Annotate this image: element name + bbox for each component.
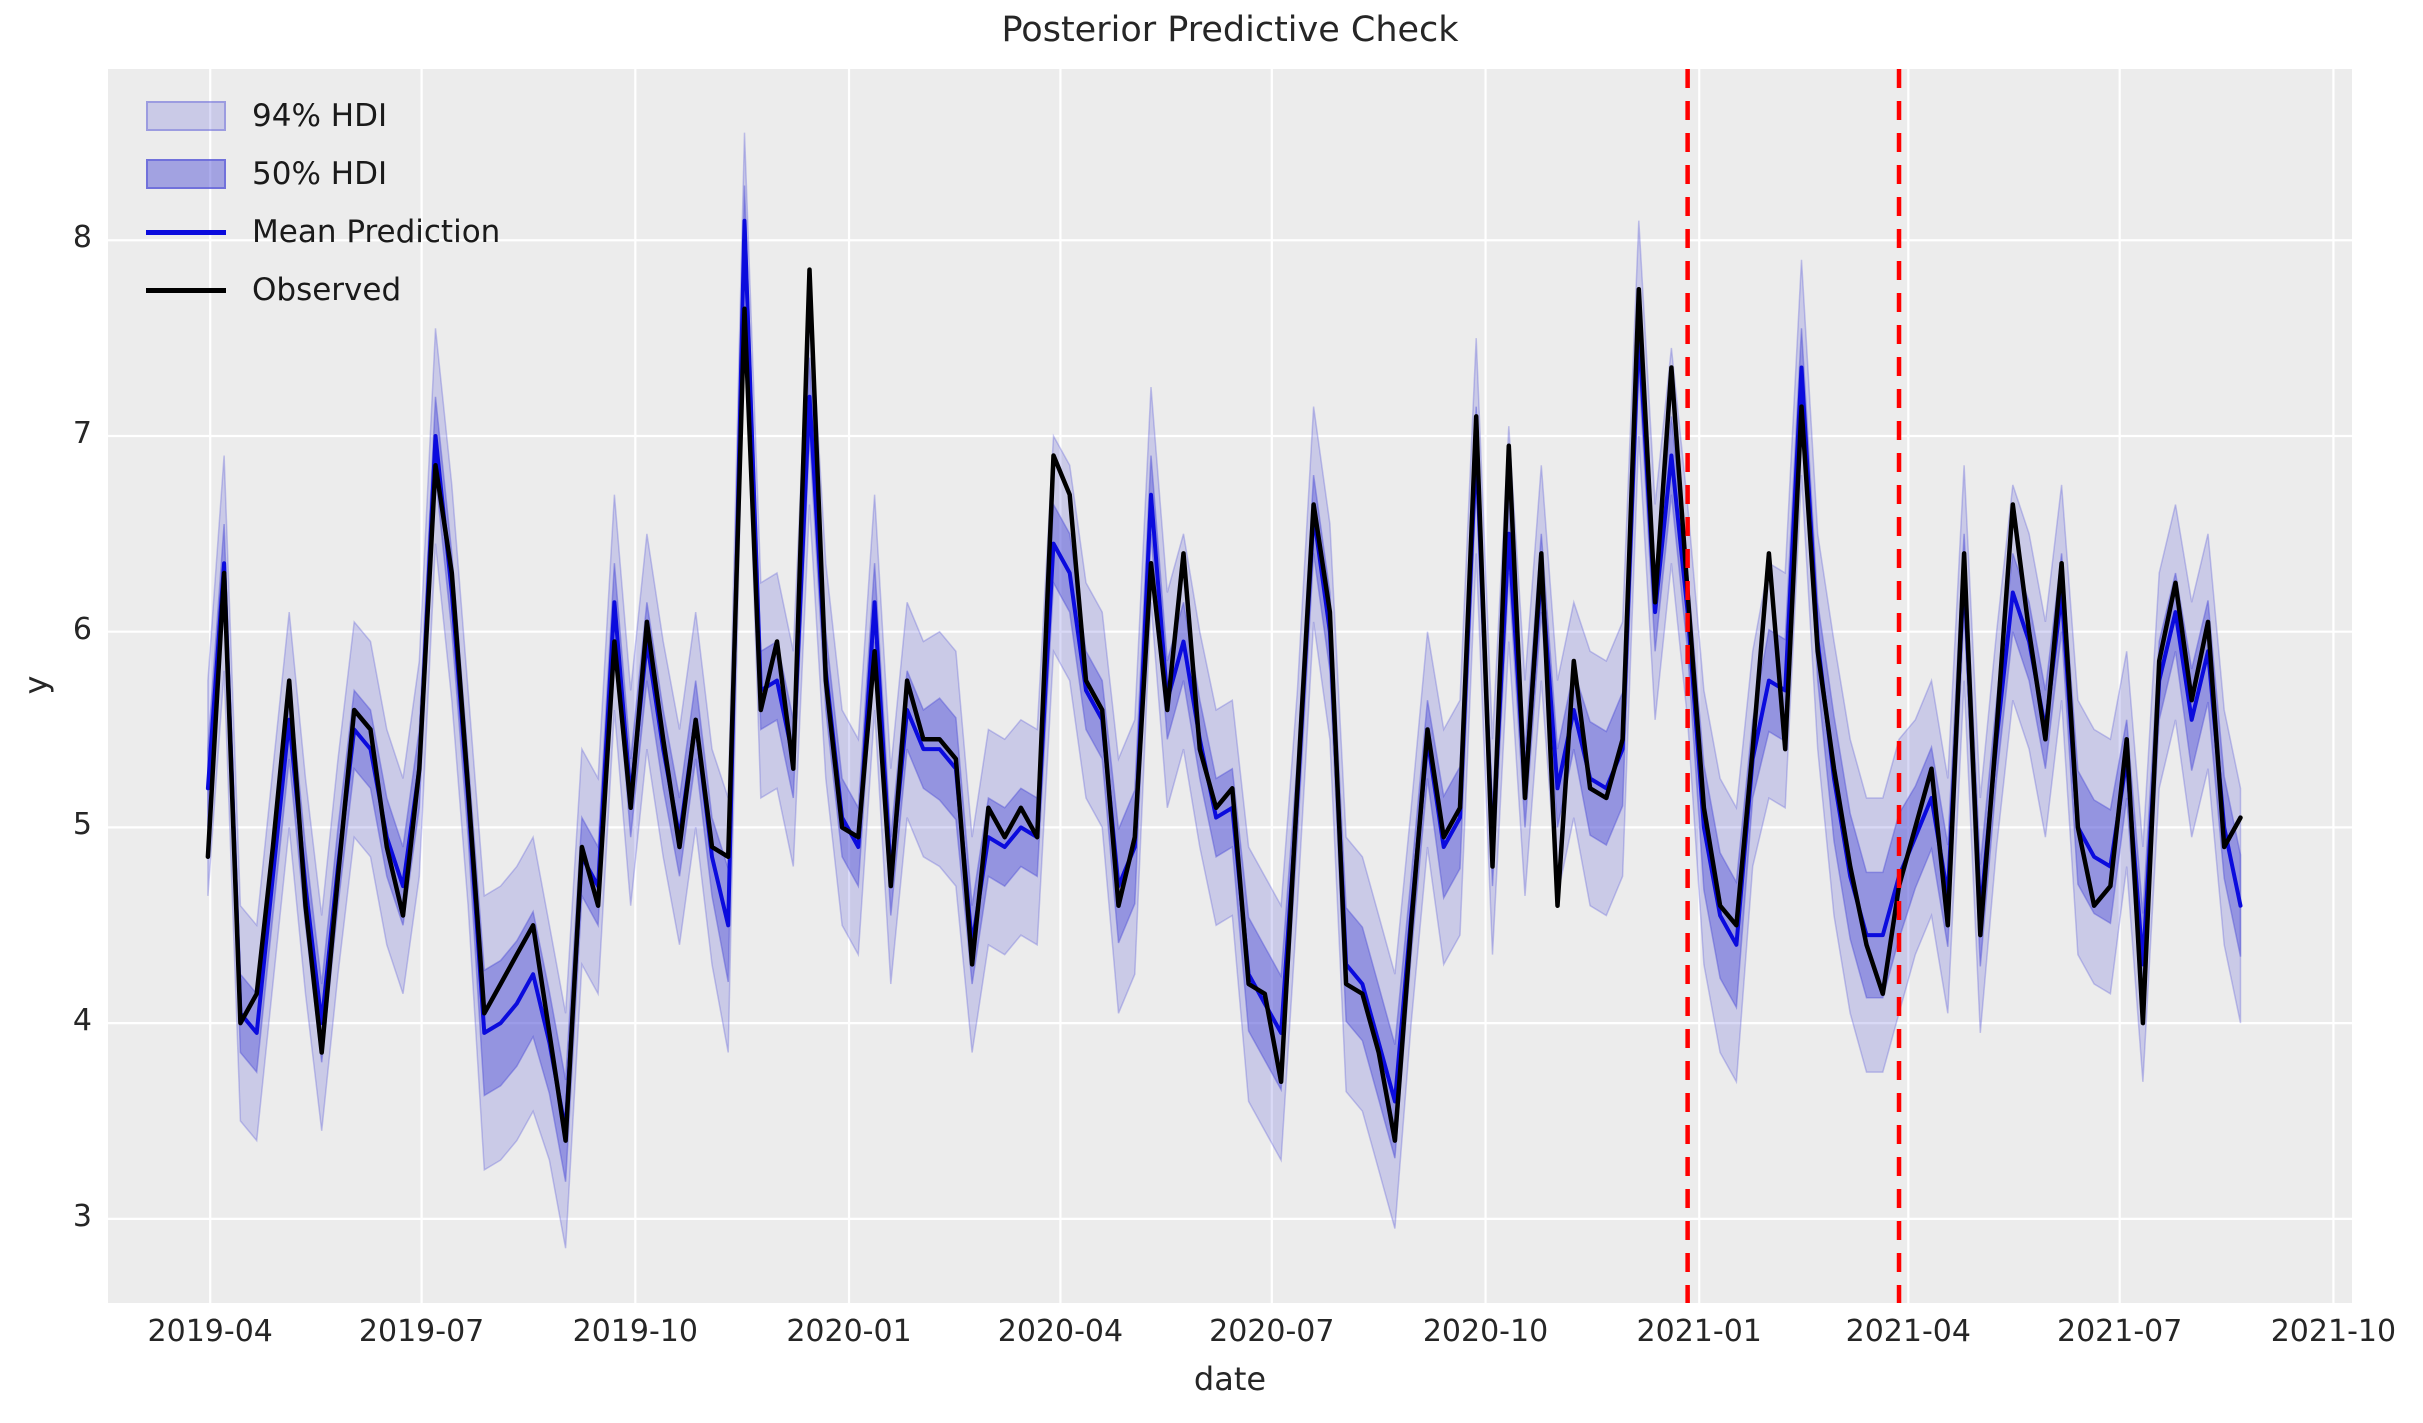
- y-axis-title: y: [17, 675, 55, 695]
- observed-line-icon: [146, 287, 226, 293]
- x-tick-label: 2021-04: [1845, 1314, 1971, 1349]
- y-tick-label: 8: [72, 220, 92, 256]
- y-tick-label: 3: [72, 1198, 92, 1234]
- x-tick-label: 2020-10: [1422, 1314, 1549, 1349]
- mean-line-icon: [146, 229, 226, 235]
- x-tick-label: 2021-10: [2270, 1314, 2397, 1349]
- legend-item-observed: Observed: [146, 268, 500, 312]
- x-tick-label: 2020-01: [786, 1314, 912, 1349]
- axes-background: [108, 69, 2352, 1303]
- x-tick-label: 2021-07: [2057, 1314, 2183, 1349]
- hdi94-patch-icon: [146, 101, 226, 131]
- legend-label: Observed: [252, 272, 402, 308]
- x-tick-label: 2021-01: [1636, 1314, 1762, 1349]
- chart-title: Posterior Predictive Check: [1001, 10, 1459, 50]
- legend-item-94-hdi: 94% HDI: [146, 94, 500, 138]
- x-tick-label: 2019-10: [572, 1314, 698, 1349]
- x-tick-label: 2019-04: [147, 1314, 273, 1349]
- hdi50-patch-icon: [146, 159, 226, 189]
- hdi-50-band: [207, 185, 2242, 1182]
- x-axis-title: date: [1193, 1360, 1267, 1398]
- observed-line: [205, 267, 2243, 1143]
- y-tick-label: 6: [72, 611, 92, 647]
- hdi-94-band: [207, 132, 2242, 1249]
- y-tick-label: 4: [72, 1003, 92, 1039]
- y-tick-label: 7: [72, 415, 92, 451]
- x-tick-label: 2020-07: [1209, 1314, 1335, 1349]
- y-tick-label: 5: [72, 807, 92, 843]
- legend-item-50-hdi: 50% HDI: [146, 152, 500, 196]
- legend-label: 94% HDI: [252, 98, 388, 134]
- x-tick-label: 2019-07: [358, 1314, 485, 1349]
- legend-item-mean-prediction: Mean Prediction: [146, 210, 500, 254]
- legend-label: Mean Prediction: [252, 214, 501, 250]
- x-tick-label: 2020-04: [997, 1314, 1124, 1349]
- legend-label: 50% HDI: [252, 156, 388, 192]
- legend: 94% HDI 50% HDI Mean Prediction Observed: [146, 94, 500, 312]
